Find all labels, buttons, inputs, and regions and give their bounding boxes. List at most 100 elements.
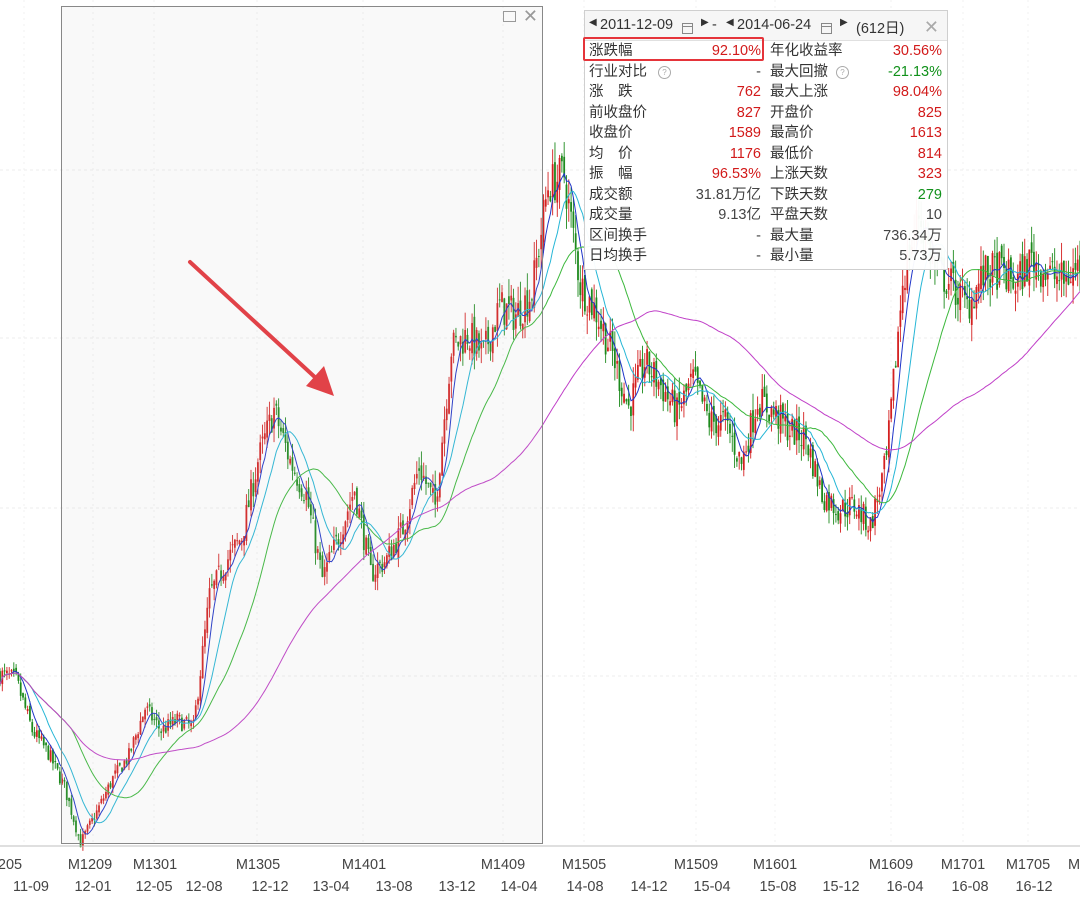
stat-label: 开盘价 xyxy=(770,104,814,121)
candle xyxy=(830,493,833,511)
stat-row-left: 收盘价 1589 xyxy=(589,123,761,143)
candle xyxy=(139,712,142,735)
candle xyxy=(489,343,492,361)
candle xyxy=(567,179,570,222)
candle xyxy=(323,559,326,586)
selection-range-box[interactable]: ✕ xyxy=(61,6,543,844)
x-tick-label-bottom: 13-04 xyxy=(312,879,349,895)
candle xyxy=(457,341,460,351)
stat-label: 涨 跌 xyxy=(589,84,633,100)
stat-row-left: 日均换手 - xyxy=(589,246,761,266)
candle xyxy=(839,504,842,533)
candle xyxy=(197,696,199,710)
x-tick-label-bottom: 12-08 xyxy=(185,879,222,895)
candle xyxy=(22,692,24,701)
candle xyxy=(374,565,377,591)
candle xyxy=(784,403,787,437)
help-icon[interactable]: ? xyxy=(836,65,849,79)
prev-start-date-icon[interactable]: ◀ xyxy=(589,17,597,28)
candle xyxy=(116,759,119,778)
candle xyxy=(754,409,757,440)
help-icon[interactable]: ? xyxy=(658,65,671,79)
annotation-arrow xyxy=(188,260,334,396)
stat-label: 均 价 xyxy=(589,145,633,162)
candle xyxy=(526,273,529,325)
stat-row-left: 振 幅 96.53% xyxy=(589,164,761,184)
candle xyxy=(185,715,188,720)
candle xyxy=(742,445,745,477)
candle xyxy=(620,382,623,406)
candle xyxy=(268,401,271,435)
candle xyxy=(98,802,100,816)
candle xyxy=(210,573,213,588)
stat-row-right: 最大回撤? -21.13% xyxy=(770,62,942,82)
prev-end-date-icon[interactable]: ◀ xyxy=(726,17,734,28)
x-tick-label-top: M1301 xyxy=(133,857,177,873)
x-tick-label-top: M1609 xyxy=(869,857,913,873)
next-start-date-icon[interactable]: ▶ xyxy=(701,17,709,28)
stat-value: 9.13亿 xyxy=(718,207,761,223)
candle xyxy=(328,544,331,564)
stat-row-right: 年化收益率 30.56% xyxy=(770,41,942,61)
stat-value: 30.56% xyxy=(892,43,942,59)
candle xyxy=(132,736,135,756)
candle xyxy=(206,597,209,639)
stat-value: 31.81万亿 xyxy=(695,186,761,203)
candle xyxy=(81,828,84,851)
x-tick-label-bottom: 14-12 xyxy=(630,879,667,895)
candle xyxy=(590,287,593,320)
candle xyxy=(623,382,625,404)
close-icon[interactable]: ✕ xyxy=(522,6,538,26)
next-end-date-icon[interactable]: ▶ xyxy=(840,17,848,28)
candle xyxy=(549,190,552,203)
candle xyxy=(79,828,82,848)
stat-label: 最低价 xyxy=(770,145,814,162)
stat-row-left: 均 价 1176 xyxy=(589,144,761,164)
candle xyxy=(846,498,849,531)
candle xyxy=(95,804,98,820)
candle xyxy=(413,474,416,495)
candle xyxy=(213,579,216,601)
candle xyxy=(204,620,206,654)
candle xyxy=(544,186,547,212)
candle xyxy=(356,486,358,518)
candle xyxy=(763,374,766,397)
candle xyxy=(1021,241,1024,296)
candle xyxy=(445,399,448,431)
x-tick-label-bottom: 15-04 xyxy=(693,879,730,895)
end-date[interactable]: 2014-06-24 xyxy=(737,17,812,33)
candle xyxy=(300,484,303,502)
stat-label: 最高价 xyxy=(770,125,814,141)
start-date[interactable]: 2011-12-09 xyxy=(600,17,674,33)
stat-row-left: 区间换手 - xyxy=(589,226,761,246)
candle xyxy=(655,353,658,399)
maximize-icon[interactable] xyxy=(503,11,516,22)
x-tick-label-top: 205 xyxy=(0,857,22,873)
candle xyxy=(319,541,321,569)
stat-value: 92.10% xyxy=(711,43,761,59)
candle xyxy=(844,489,847,527)
candle xyxy=(560,153,563,173)
candle xyxy=(29,701,31,723)
candle xyxy=(565,175,568,229)
candle xyxy=(56,763,59,771)
x-tick-label-top: M1509 xyxy=(674,857,718,873)
candle xyxy=(514,302,517,338)
candle xyxy=(646,340,648,374)
candle xyxy=(305,480,308,512)
candle xyxy=(800,429,803,461)
candle xyxy=(121,767,123,772)
candle xyxy=(77,833,80,841)
x-tick-label-top: M1505 xyxy=(562,857,606,873)
candle xyxy=(945,289,948,299)
close-panel-icon[interactable]: ✕ xyxy=(923,17,939,37)
candle xyxy=(33,726,36,739)
candle xyxy=(613,331,616,381)
x-tick-label-bottom: 16-04 xyxy=(886,879,923,895)
candle xyxy=(6,666,8,681)
candle xyxy=(487,320,490,354)
candle xyxy=(749,409,752,459)
candle xyxy=(326,553,328,584)
candle xyxy=(975,284,978,320)
